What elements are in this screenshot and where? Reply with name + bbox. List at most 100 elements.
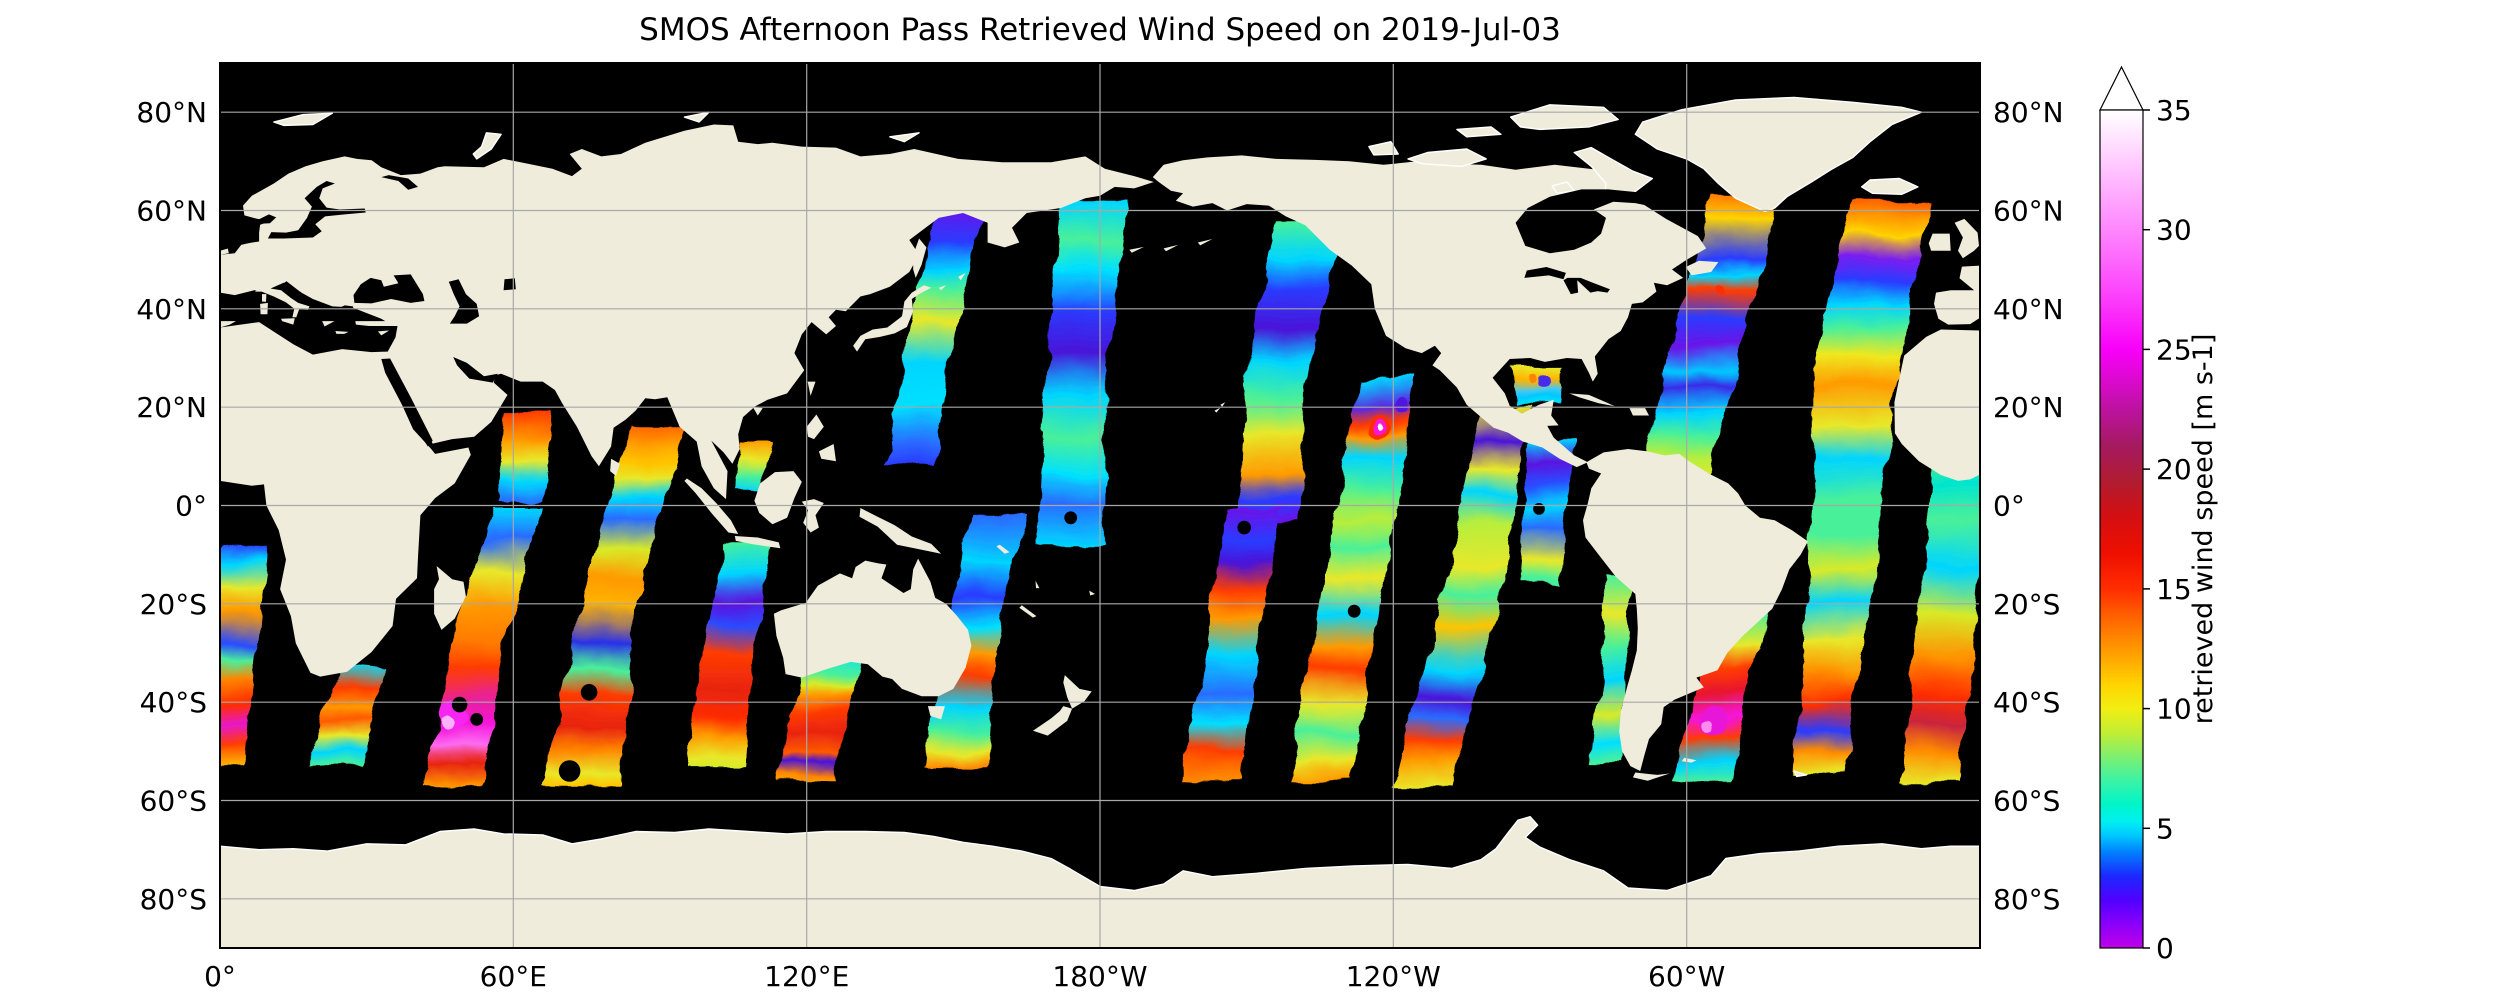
land-corsica: [262, 294, 267, 302]
lat-tick-label-right: 60°S: [1993, 785, 2060, 818]
sea-persian-gulf: [453, 357, 498, 383]
colorbar-tick-label: 5: [2156, 812, 2174, 845]
sea-caspian-sea: [448, 279, 480, 324]
island-gap: [470, 713, 484, 726]
lat-tick-label-left: 20°S: [140, 588, 207, 621]
land-eurasia: [220, 124, 1154, 500]
land-new-zealand-north: [1063, 675, 1092, 709]
island-gap: [558, 760, 581, 782]
lat-tick-label-left: 60°S: [140, 785, 207, 818]
lon-tick-label: 120°W: [1346, 960, 1441, 993]
swath-gulf-of-mexico: [1510, 365, 1562, 405]
island-gap: [580, 684, 598, 701]
swath-arabian-sea: [498, 412, 553, 501]
axis-tick-labels: 80°N 80°N 60°N 60°N 40°N 40°N 20°N 20°N 0° 0° 20°S…: [136, 96, 2063, 993]
swath-tasman-sea: [924, 515, 1027, 767]
land-hispaniola: [1629, 408, 1649, 416]
land-uk-right-edge: [1954, 218, 1979, 259]
lat-tick-label-left: 60°N: [136, 195, 207, 228]
colorbar-gradient: [2099, 109, 2144, 949]
swath-west-atlantic: [1637, 195, 1780, 496]
swath-east-pacific-cyclone: [1290, 377, 1418, 781]
land-tierra-del-fuego: [1632, 772, 1670, 781]
southwest-atlantic-storm-core: [1699, 705, 1728, 734]
land-hawaii-2: [1220, 402, 1226, 407]
land-iceland: [1861, 177, 1919, 195]
land-west-africa-right-edge: [1894, 329, 1980, 481]
land-ireland: [1928, 233, 1951, 251]
land-sri-lanka: [610, 458, 620, 476]
sea-baltic-sea: [267, 181, 366, 239]
lat-tick-label-right: 40°N: [1993, 293, 2064, 326]
island-gap: [451, 696, 468, 713]
land-japan: [853, 285, 932, 352]
swath-east-pacific-south: [1393, 407, 1531, 786]
land-taiwan: [807, 381, 816, 396]
land-madagascar: [434, 566, 466, 630]
land-fiji: [1089, 590, 1096, 596]
island-gap: [1064, 511, 1078, 525]
sea-red-sea: [381, 358, 433, 447]
land-hawaii-1: [1214, 407, 1221, 413]
land-south-america: [1583, 449, 1808, 771]
island-gap: [1533, 503, 1545, 515]
swath-south-of-africa-fragment: [308, 662, 387, 767]
lon-tick-label: 180°W: [1052, 960, 1147, 993]
land-aleutian-2: [1163, 244, 1179, 252]
land-greenland: [1634, 96, 1922, 213]
lat-tick-label-right: 60°N: [1993, 195, 2064, 228]
lat-tick-label-left: 80°S: [140, 883, 207, 916]
sea-white-sea: [381, 175, 418, 190]
land-kuril-1: [938, 285, 946, 291]
land-newfoundland: [1685, 260, 1719, 276]
swath-chile-coast: [1591, 574, 1636, 767]
lat-tick-label-right: 40°S: [1993, 686, 2060, 719]
lat-tick-label-right: 80°S: [1993, 883, 2060, 916]
lat-tick-label-right: 20°S: [1993, 588, 2060, 621]
swath-northeast-atlantic: [1794, 200, 1932, 776]
land-south-georgia: [1793, 770, 1808, 778]
lat-tick-label-right: 80°N: [1993, 96, 2064, 129]
colorbar-tick-label: 20: [2156, 453, 2192, 486]
land-italy: [255, 288, 310, 318]
swath-south-pacific-central: [1183, 505, 1281, 781]
swath-southwest-australia: [777, 653, 861, 781]
land-baffin-island: [1573, 146, 1654, 202]
lon-tick-label: 120°E: [764, 960, 849, 993]
colorbar-tick-label: 25: [2156, 333, 2192, 366]
island-gap: [1895, 538, 1908, 551]
land-vanuatu: [1035, 580, 1040, 589]
swath-northwest-pacific: [1036, 200, 1130, 545]
land-philippines-luzon: [806, 414, 824, 440]
figure-title: SMOS Afternoon Pass Retrieved Wind Speed…: [639, 12, 1561, 48]
lon-tick-label: 60°W: [1648, 960, 1725, 993]
swath-central-indian: [542, 426, 685, 786]
southwest-atlantic-storm-core: [1702, 718, 1715, 731]
land-borneo: [754, 471, 802, 525]
land-philippines-mindanao: [818, 444, 836, 462]
swath-south-atlantic-left-edge: [220, 544, 269, 767]
land-antarctica: [220, 816, 1980, 948]
land-aleutian-3: [1197, 239, 1213, 246]
swath-galapagos-fragment: [1520, 441, 1575, 585]
gulf-of-mexico-features: [1528, 372, 1538, 382]
sea-mediterranean-sea: [220, 281, 398, 355]
land-novaya-zemlya: [472, 132, 502, 160]
land-falklands: [1681, 757, 1697, 763]
land-sakhalin: [913, 238, 927, 278]
world-map: [219, 62, 1981, 949]
swath-east-indian: [689, 544, 773, 767]
land-new-guinea: [859, 508, 942, 554]
lat-tick-label-left: 40°S: [140, 686, 207, 719]
lat-tick-label-right: 20°N: [1993, 391, 2064, 424]
colorbar-label: retrieved wind speed [m s-1]: [2188, 334, 2219, 725]
lat-tick-label-left: 80°N: [136, 96, 207, 129]
land-ellesmere-island: [1510, 104, 1619, 131]
lat-tick-label-left: 0°: [175, 490, 207, 523]
land-crete: [335, 331, 349, 334]
swath-northeast-pacific: [1236, 220, 1345, 521]
map-clip-group: [220, 63, 1980, 948]
land-sicily: [281, 318, 295, 325]
